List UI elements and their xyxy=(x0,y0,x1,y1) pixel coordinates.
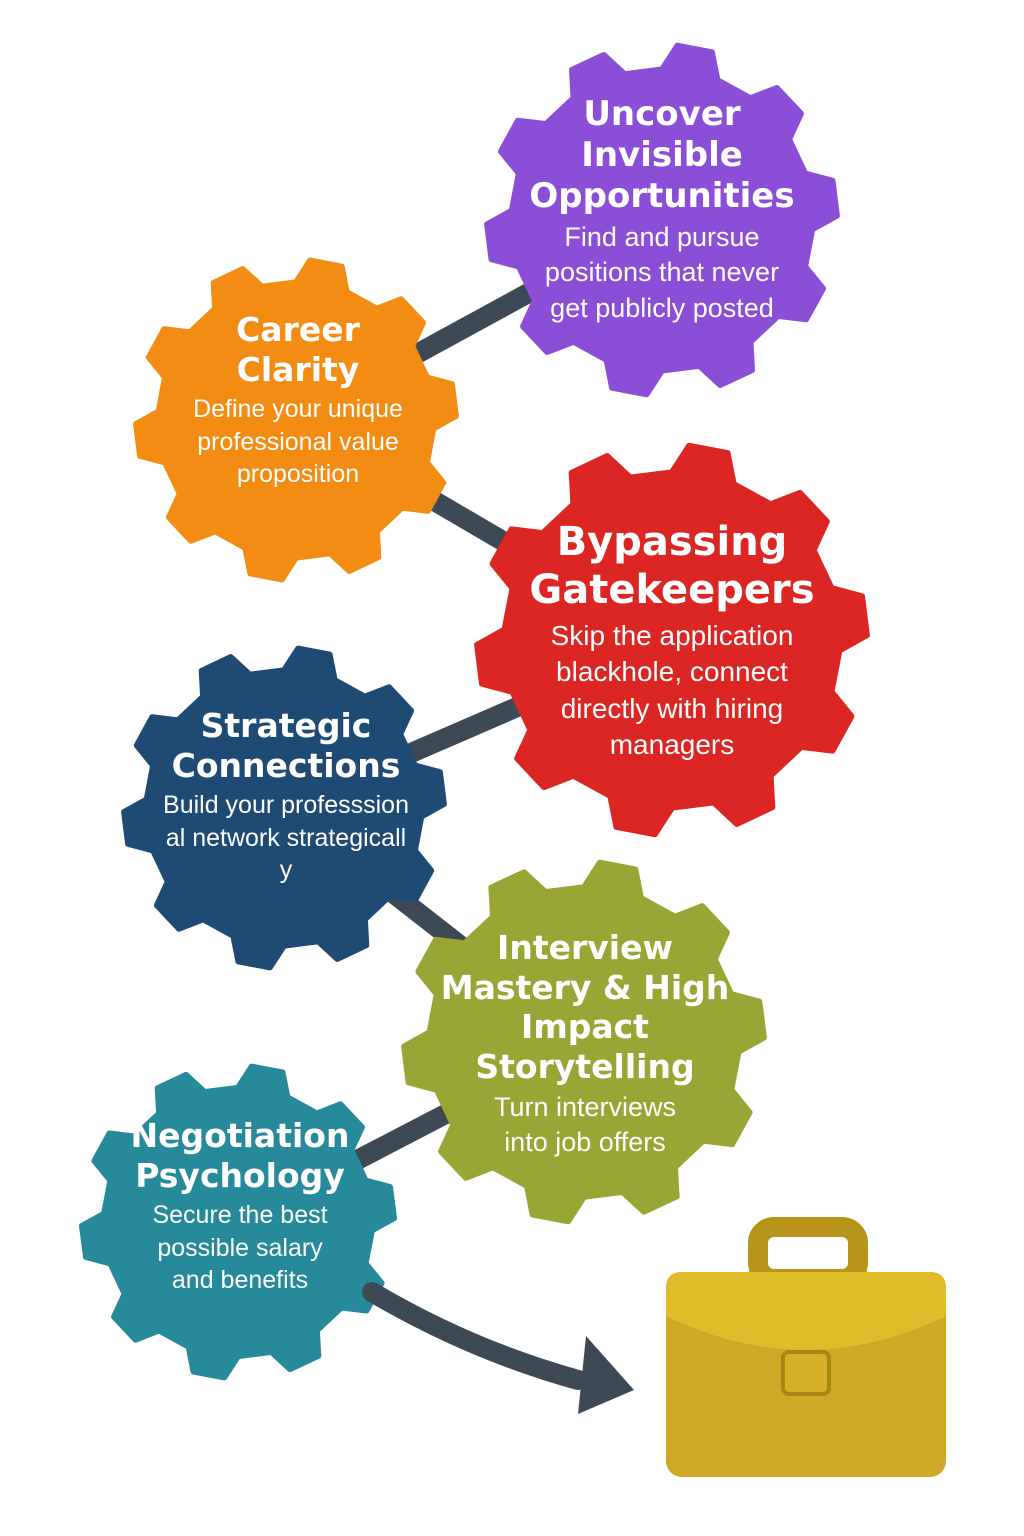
gear-career-clarity xyxy=(133,257,459,583)
gears xyxy=(79,42,870,1381)
step-title: Career Clarity xyxy=(236,310,360,389)
arrow-head xyxy=(578,1336,634,1414)
gear-uncover-opportunities xyxy=(484,42,840,398)
step-description: Skip the application blackhole, connect … xyxy=(550,620,794,761)
gear-interview-mastery xyxy=(401,859,767,1225)
step-career-clarity: Career Clarity Define your unique profes… xyxy=(173,310,423,491)
arrow-shaft xyxy=(362,1282,588,1390)
step-description: Define your unique professional value pr… xyxy=(193,395,403,489)
step-title: Bypassing Gatekeepers xyxy=(529,519,815,613)
step-description: Build your professsional network strateg… xyxy=(163,791,409,885)
step-title: Interview Mastery & High Impact Storytel… xyxy=(440,928,730,1086)
step-bypassing-gatekeepers: Bypassing Gatekeepers Skip the applicati… xyxy=(517,518,827,764)
step-interview-mastery: Interview Mastery & High Impact Storytel… xyxy=(435,928,735,1161)
gear-bypassing-gatekeepers xyxy=(474,442,870,838)
briefcase-latch xyxy=(781,1350,831,1396)
step-description: Find and pursue positions that never get… xyxy=(544,222,780,323)
step-description: Secure the best possible salary and bene… xyxy=(152,1201,328,1295)
step-negotiation-psychology: Negotiation Psychology Secure the best p… xyxy=(115,1116,365,1297)
step-description: Turn interviews into job offers xyxy=(493,1092,677,1158)
briefcase-handle xyxy=(748,1217,868,1289)
final-arrow xyxy=(362,1282,634,1414)
briefcase-icon xyxy=(666,1217,946,1477)
gear-strategic-connections xyxy=(121,645,447,971)
briefcase-flap xyxy=(666,1272,946,1350)
step-strategic-connections: Strategic Connections Build your profess… xyxy=(161,706,411,887)
step-title: Strategic Connections xyxy=(171,706,401,785)
step-title: Negotiation Psychology xyxy=(130,1116,350,1195)
step-title: Uncover Invisible Opportunities xyxy=(529,94,795,216)
gear-negotiation-psychology xyxy=(79,1063,397,1381)
step-uncover-opportunities: Uncover Invisible Opportunities Find and… xyxy=(517,94,807,326)
